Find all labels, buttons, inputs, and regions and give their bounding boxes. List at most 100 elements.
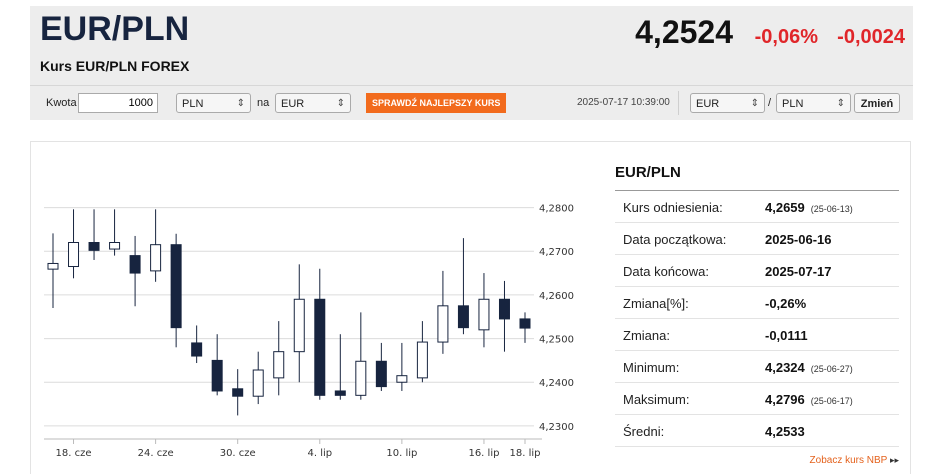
candle-body <box>416 341 428 379</box>
stat-date: (25-06-17) <box>810 396 853 406</box>
stat-row: Maksimum: 4,2796 (25-06-17) <box>615 383 899 415</box>
candle-body <box>334 390 346 396</box>
stat-value: 2025-07-17 <box>765 264 832 279</box>
stat-date: (25-06-27) <box>810 364 853 374</box>
pair-slash: / <box>768 97 772 109</box>
stat-value-text: 4,2324 <box>765 360 805 375</box>
candle-body <box>109 242 121 250</box>
to-currency-select[interactable]: EUR ⇕ <box>275 93 351 113</box>
change-pair-button[interactable]: Zmień <box>854 93 900 113</box>
amount-input[interactable] <box>78 93 158 113</box>
y-tick-label: 4,2600 <box>539 291 574 302</box>
stat-row: Data końcowa: 2025-07-17 <box>615 255 899 287</box>
nbp-rate-link[interactable]: Zobacz kurs NBP ▸▸ <box>810 455 899 466</box>
from-currency-value: PLN <box>182 98 204 110</box>
stat-value-text: 2025-06-16 <box>765 232 832 247</box>
stat-label: Średni: <box>623 424 665 439</box>
y-tick-label: 4,2500 <box>539 335 574 346</box>
stat-row: Zmiana: -0,0111 <box>615 319 899 351</box>
stat-row: Kurs odniesienia: 4,2659 (25-06-13) <box>615 191 899 223</box>
stat-row: Średni: 4,2533 <box>615 415 899 447</box>
candle-body <box>375 360 387 388</box>
x-tick-label: 18. cze <box>56 448 92 459</box>
stat-value: -0,26% <box>765 296 806 311</box>
y-tick-label: 4,2700 <box>539 247 574 258</box>
candle-body <box>519 318 531 329</box>
change-absolute: -0,0024 <box>837 26 905 48</box>
candle-body <box>211 359 223 392</box>
select-arrows-icon: ⇕ <box>750 98 759 109</box>
stats-table: Kurs odniesienia: 4,2659 (25-06-13) Data po… <box>615 191 899 447</box>
to-currency-value: EUR <box>281 98 305 110</box>
y-tick-label: 4,2300 <box>539 422 574 433</box>
x-tick-label: 18. lip <box>510 448 541 459</box>
stat-value: 2025-06-16 <box>765 232 832 247</box>
stat-value: 4,2796 (25-06-17) <box>765 392 853 407</box>
chart-panel: 4,2800 4,2700 4,2600 4,2500 4,2400 4,2300 18. … <box>30 141 911 474</box>
stat-row: Minimum: 4,2324 (25-06-27) <box>615 351 899 383</box>
stat-row: Data początkowa: 2025-06-16 <box>615 223 899 255</box>
stat-label: Data początkowa: <box>623 232 727 247</box>
stat-value-text: -0,26% <box>765 296 807 311</box>
candle-body <box>314 298 326 396</box>
current-rate: 4,2524 <box>635 14 733 50</box>
candle-body <box>437 305 449 343</box>
na-label: na <box>257 97 270 109</box>
stat-label: Zmiana: <box>623 328 670 343</box>
stat-label: Data końcowa: <box>623 264 709 279</box>
select-arrows-icon: ⇕ <box>236 98 245 109</box>
page-subtitle: Kurs EUR/PLN FOREX <box>40 58 190 74</box>
candlestick-chart: 4,2800 4,2700 4,2600 4,2500 4,2400 4,2300 18. … <box>44 204 574 459</box>
stat-value: 4,2533 <box>765 424 805 439</box>
pair-title: EUR/PLN <box>40 10 190 48</box>
stat-label: Zmiana[%]: <box>623 296 689 311</box>
pair-from-value: EUR <box>696 98 720 110</box>
candle-body <box>498 298 510 320</box>
stat-value-text: 4,2796 <box>765 392 805 407</box>
candle-body <box>293 298 305 353</box>
x-tick-label: 16. lip <box>468 448 499 459</box>
pair-from-select[interactable]: EUR ⇕ <box>690 93 765 113</box>
stat-value: -0,0111 <box>765 328 808 343</box>
candle-body <box>273 351 285 379</box>
x-tick-label: 4. lip <box>307 448 332 459</box>
candle-body <box>170 244 182 329</box>
candle-body <box>150 244 162 272</box>
stat-value: 4,2659 (25-06-13) <box>765 200 853 215</box>
stat-label: Kurs odniesienia: <box>623 200 723 215</box>
y-tick-label: 4,2800 <box>539 204 574 215</box>
stat-value: 4,2324 (25-06-27) <box>765 360 853 375</box>
change-percent: -0,06% <box>754 26 818 48</box>
stat-value-text: -0,0111 <box>765 328 808 343</box>
candle-body <box>47 262 59 270</box>
converter-toolbar: Kwota PLN ⇕ na EUR ⇕ SPRAWDŹ NAJLEPSZY K… <box>30 91 913 117</box>
stats-sidebar: EUR/PLN Kurs odniesienia: 4,2659 (25-06-13… <box>615 158 899 466</box>
quote-timestamp: 2025-07-17 10:39:00 <box>577 97 670 108</box>
y-tick-label: 4,2400 <box>539 378 574 389</box>
from-currency-select[interactable]: PLN ⇕ <box>176 93 251 113</box>
x-tick-label: 30. cze <box>220 448 256 459</box>
stat-value-text: 4,2533 <box>765 424 805 439</box>
stat-row: Zmiana[%]: -0,26% <box>615 287 899 319</box>
stat-value-text: 4,2659 <box>765 200 805 215</box>
candle-body <box>355 360 367 396</box>
stat-value-text: 2025-07-17 <box>765 264 832 279</box>
select-arrows-icon: ⇕ <box>336 98 345 109</box>
check-best-rate-button[interactable]: SPRAWDŹ NAJLEPSZY KURS <box>366 93 507 113</box>
candle-body <box>88 242 100 251</box>
candle-body <box>232 388 244 397</box>
candle-body <box>129 255 141 274</box>
candle-body <box>396 375 408 383</box>
pair-to-select[interactable]: PLN ⇕ <box>776 93 851 113</box>
x-tick-label: 24. cze <box>138 448 174 459</box>
pair-to-value: PLN <box>782 98 804 110</box>
stat-label: Minimum: <box>623 360 680 375</box>
candle-body <box>191 342 203 357</box>
x-tick-label: 10. lip <box>386 448 417 459</box>
quote-header: EUR/PLN Kurs EUR/PLN FOREX 4,2524 -0,06%… <box>30 6 913 120</box>
stat-label: Maksimum: <box>623 392 690 407</box>
header-divider <box>30 85 913 86</box>
nbp-link-label: Zobacz kurs NBP <box>809 455 888 466</box>
select-arrows-icon: ⇕ <box>836 98 845 109</box>
stat-date: (25-06-13) <box>810 204 853 214</box>
